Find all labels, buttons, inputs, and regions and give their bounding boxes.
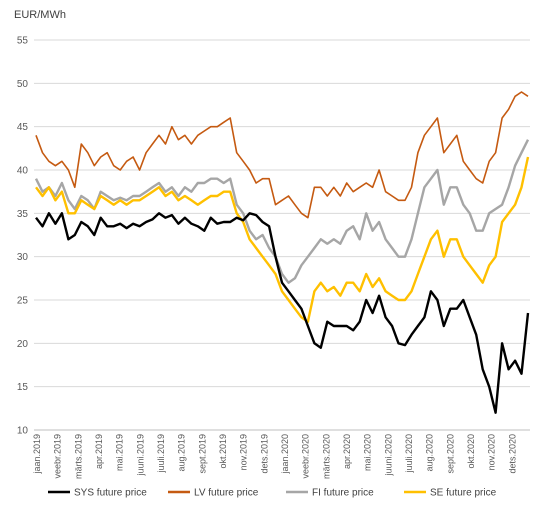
legend: SYS future price LV future price FI future…	[48, 488, 497, 499]
y-tick-label: 10	[17, 426, 29, 437]
x-tick-label: mai.2019	[115, 434, 125, 471]
x-tick-label: dets.2020	[507, 434, 517, 474]
unit-label: EUR/MWh	[14, 9, 66, 21]
legend-label: LV future price	[194, 488, 259, 499]
y-axis-tick-labels: 10 15 20 25 30 35 40 45 50 55	[17, 36, 29, 437]
series-line-2	[34, 139, 530, 284]
y-tick-label: 45	[17, 122, 29, 133]
series-line-3	[35, 156, 530, 323]
y-tick-label: 55	[17, 36, 29, 47]
x-tick-label: juuni.2019	[135, 434, 145, 477]
x-tick-label: mai.2020	[363, 434, 373, 471]
x-tick-label: jaan.2019	[32, 434, 42, 475]
series-line-0	[35, 212, 530, 414]
x-tick-label: veebr.2019	[53, 434, 63, 479]
x-tick-label: nov.2020	[487, 434, 497, 470]
x-tick-label: apr.2020	[342, 434, 352, 469]
series-line-1	[35, 91, 529, 219]
y-tick-label: 30	[17, 252, 29, 263]
y-tick-label: 50	[17, 79, 29, 90]
x-tick-label: sept.2019	[197, 434, 207, 474]
x-tick-label: okt.2020	[466, 434, 476, 469]
x-tick-label: märts.2019	[73, 434, 83, 479]
x-tick-label: dets.2019	[259, 434, 269, 474]
x-tick-label: märts.2020	[321, 434, 331, 479]
x-tick-label: aug.2020	[425, 434, 435, 472]
x-tick-label: juuli.2019	[156, 434, 166, 474]
y-tick-label: 25	[17, 296, 29, 307]
x-tick-label: sept.2020	[445, 434, 455, 474]
x-tick-label: juuli.2020	[404, 434, 414, 474]
x-tick-label: juuni.2020	[383, 434, 393, 477]
gridlines	[34, 39, 530, 431]
x-tick-label: apr.2019	[94, 434, 104, 469]
y-tick-label: 20	[17, 339, 29, 350]
y-tick-label: 40	[17, 166, 29, 177]
y-tick-label: 15	[17, 382, 29, 393]
legend-label: SE future price	[430, 488, 497, 499]
x-tick-label: veebr.2020	[301, 434, 311, 479]
x-tick-label: nov.2019	[239, 434, 249, 470]
x-tick-label: okt.2019	[218, 434, 228, 469]
series-lines	[34, 91, 530, 414]
legend-label: FI future price	[312, 488, 374, 499]
y-tick-label: 35	[17, 209, 29, 220]
legend-label: SYS future price	[74, 488, 147, 499]
x-tick-label: jaan.2020	[280, 434, 290, 475]
x-axis-tick-labels: jaan.2019 veebr.2019 märts.2019 apr.2019 mai…	[32, 434, 517, 479]
x-tick-label: aug.2019	[177, 434, 187, 472]
